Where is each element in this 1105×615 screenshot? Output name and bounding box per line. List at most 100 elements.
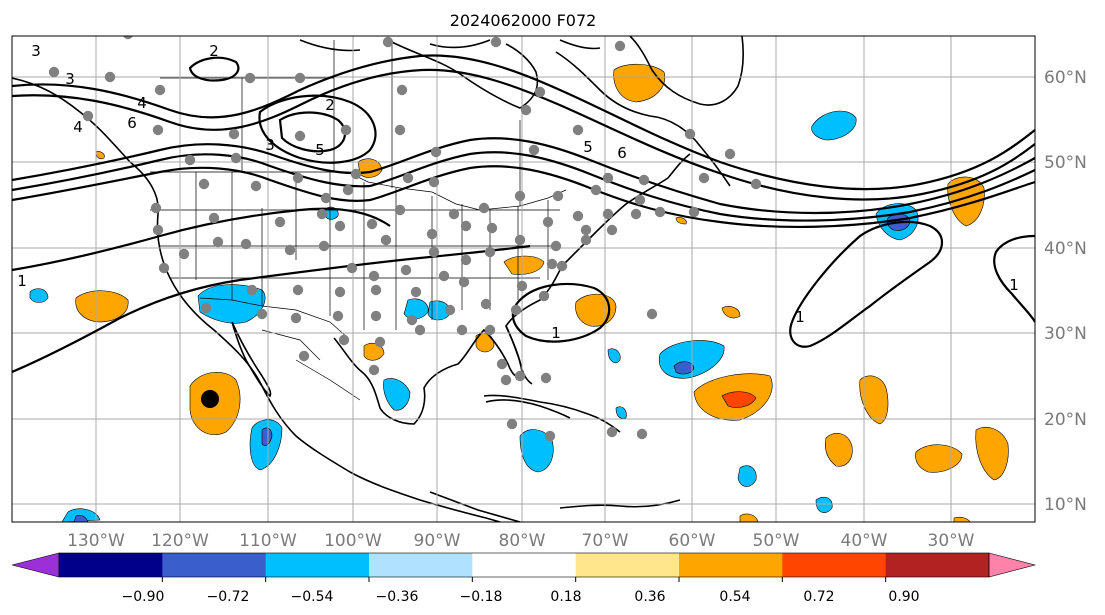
latitude-labels: 60°N 50°N 40°N 30°N 20°N 10°N <box>1044 68 1087 515</box>
station-dot <box>338 334 350 346</box>
station-dot <box>48 66 60 78</box>
station-dot <box>506 418 518 430</box>
contour-label: 4 <box>137 94 147 112</box>
station-dot <box>244 72 256 84</box>
station-dot <box>212 236 224 248</box>
arctic-islands <box>299 39 601 52</box>
negative-anomaly-area <box>811 110 857 141</box>
station-dot <box>380 234 392 246</box>
contour-label: 2 <box>209 42 219 60</box>
station-dot <box>342 184 354 196</box>
station-dot <box>370 310 382 322</box>
station-dot <box>458 276 470 288</box>
lon-label: 90°W <box>414 531 461 551</box>
station-dot <box>318 240 330 252</box>
colorbar-tick-label: 0.72 <box>803 589 834 605</box>
station-dot <box>496 358 508 370</box>
colorbar-segment <box>472 553 577 577</box>
colorbar-segment <box>575 553 680 577</box>
station-dot <box>500 374 512 386</box>
station-dot <box>460 220 472 232</box>
station-dot <box>230 152 242 164</box>
negative-anomaly-area <box>261 427 273 446</box>
contour-line <box>258 94 377 164</box>
station-dot <box>428 246 440 258</box>
station-dot <box>208 212 220 224</box>
positive-anomaly-area <box>363 342 385 361</box>
station-dot <box>152 124 164 136</box>
contour-label: 4 <box>73 118 83 136</box>
colorbar-segment <box>59 553 163 577</box>
station-dot <box>290 312 302 324</box>
lat-label: 20°N <box>1044 410 1087 430</box>
contour-label: 5 <box>583 138 593 156</box>
station-dot <box>410 286 422 298</box>
cuba <box>485 399 571 419</box>
station-dot <box>544 430 556 442</box>
station-dot <box>590 184 602 196</box>
lon-label: 30°W <box>928 531 975 551</box>
station-dot <box>688 206 700 218</box>
station-dot <box>198 178 210 190</box>
station-dot <box>246 284 258 296</box>
north-america-coastline <box>12 77 501 522</box>
contour-label: 1 <box>795 308 805 326</box>
station-dot <box>684 128 696 140</box>
baja-peninsula <box>231 321 272 398</box>
station-dot <box>402 172 414 184</box>
station-dot <box>538 290 550 302</box>
station-dot <box>430 146 442 158</box>
station-dot <box>158 262 170 274</box>
state-lines-central <box>363 182 463 330</box>
negative-anomaly-area <box>29 288 49 303</box>
station-dot <box>514 190 526 202</box>
station-dot <box>546 258 558 270</box>
central-america <box>429 491 521 522</box>
station-dot <box>240 238 252 250</box>
contour-line <box>789 220 944 348</box>
station-dot <box>350 168 362 180</box>
station-observations <box>48 36 762 442</box>
lon-label: 100°W <box>324 531 382 551</box>
station-dot <box>550 240 562 252</box>
colorbar-extend-min <box>11 552 60 578</box>
station-dot <box>514 234 526 246</box>
station-dot <box>178 248 190 260</box>
station-dot <box>572 124 584 136</box>
station-dot <box>332 310 344 322</box>
positive-anomaly-area <box>95 151 105 160</box>
state-lines-horizontal <box>150 209 560 279</box>
station-dot <box>580 224 592 236</box>
station-dot <box>184 154 196 166</box>
positive-anomaly-area <box>825 433 853 467</box>
station-dot <box>394 124 406 136</box>
colorbar-tick-label: −0.54 <box>291 589 334 605</box>
canada-provinces <box>160 40 521 206</box>
station-dot <box>520 104 532 116</box>
contour-label: 3 <box>265 136 275 154</box>
lon-label: 40°W <box>841 531 888 551</box>
lat-label: 60°N <box>1044 68 1087 88</box>
station-dot <box>614 40 626 52</box>
station-dot <box>396 84 408 96</box>
station-dot <box>426 228 438 240</box>
station-dot <box>478 202 490 214</box>
colorbar-tick-label: 0.18 <box>550 589 581 605</box>
contour-label: 5 <box>315 141 325 159</box>
contour-line <box>188 56 240 82</box>
contour-labels: 3 2 4 6 3 5 2 6 5 4 3 1 1 1 1 <box>17 42 1019 342</box>
negative-anomaly-area <box>73 514 89 522</box>
lat-label: 50°N <box>1044 153 1087 173</box>
positive-anomaly-area <box>975 427 1009 481</box>
station-dot <box>572 210 584 222</box>
lat-label: 30°N <box>1044 324 1087 344</box>
positive-anomaly-area <box>575 293 617 327</box>
station-dot <box>724 148 736 160</box>
positive-anomaly-area <box>721 306 741 319</box>
negative-anomaly-area <box>383 378 411 411</box>
station-dot <box>698 172 710 184</box>
colorbar-segment <box>679 553 783 577</box>
station-dot <box>366 218 378 230</box>
map-title: 2024062000 F072 <box>450 11 597 30</box>
